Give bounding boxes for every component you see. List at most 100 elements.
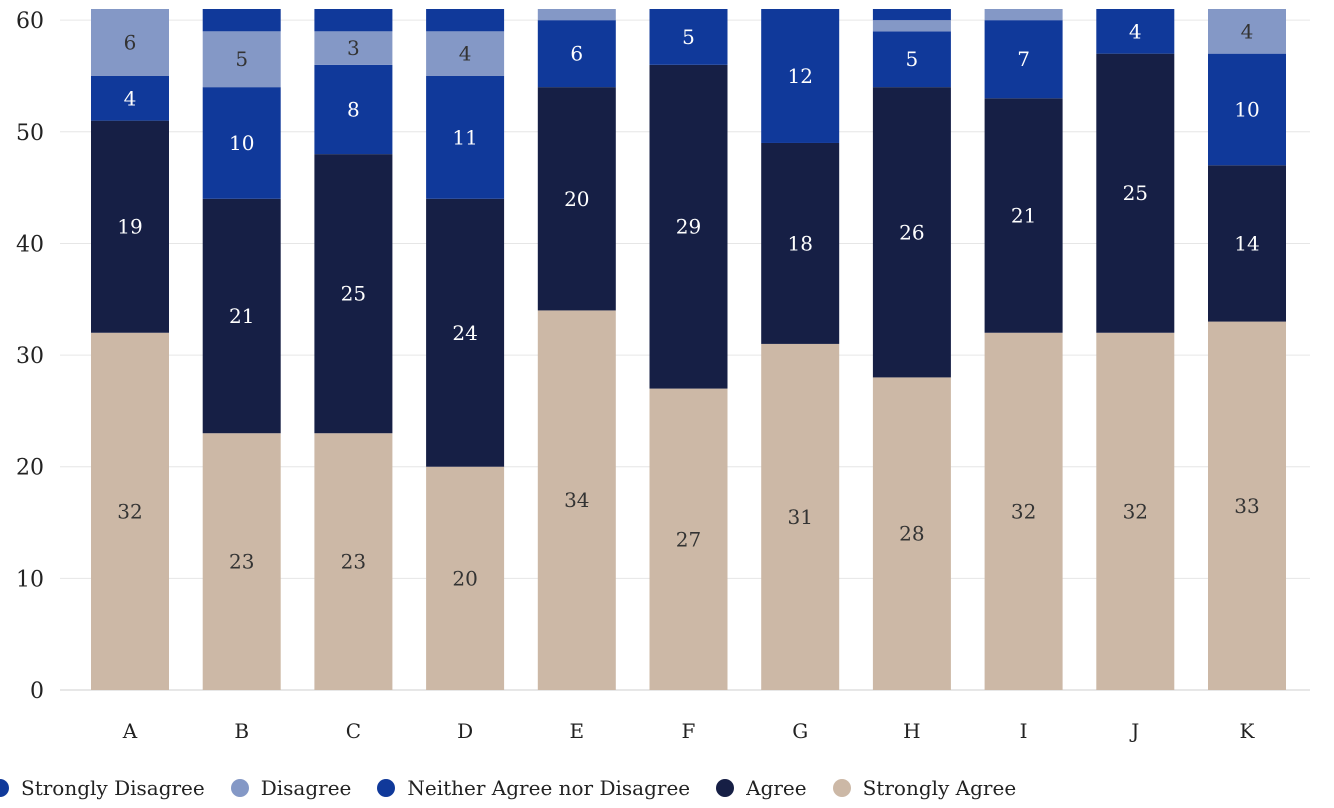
bar-segment: [1208, 53, 1286, 166]
bar-segment: [1096, 332, 1175, 690]
bar-segment: [426, 466, 505, 690]
data-label: 8: [347, 97, 360, 121]
bar-segment: [314, 154, 393, 434]
x-tick-label: D: [457, 719, 473, 743]
legend-swatch: [832, 779, 851, 797]
bar-segment: [314, 64, 393, 155]
bar-segment: [1096, 9, 1175, 54]
data-label: 10: [229, 131, 254, 155]
legend-swatch: [716, 779, 735, 797]
bar-segment: [202, 198, 281, 434]
bar-segment: [984, 332, 1063, 690]
data-label: 24: [452, 321, 477, 345]
legend-item: Strongly Disagree: [0, 776, 205, 800]
data-label: 23: [341, 550, 366, 574]
data-label: 4: [459, 42, 472, 66]
data-label: 21: [1011, 204, 1036, 228]
data-label: 11: [452, 125, 477, 149]
bar-segment: [426, 9, 505, 32]
x-axis: A B C D E F G H I J K: [122, 719, 1256, 743]
legend-label: Agree: [746, 776, 807, 800]
bar-segment: [202, 31, 281, 88]
bar-segment: [872, 87, 951, 378]
bar-segment: [1096, 53, 1175, 333]
bar-segment: [426, 31, 505, 76]
bar-segment: [202, 87, 281, 199]
data-label: 20: [564, 187, 589, 211]
bar-segment: [202, 433, 281, 690]
data-label: 25: [341, 282, 366, 306]
legend-label: Disagree: [260, 776, 352, 800]
bar-segment: [872, 377, 951, 690]
data-label: 4: [1241, 19, 1254, 43]
data-label: 25: [1123, 181, 1148, 205]
x-tick-label: K: [1240, 719, 1256, 743]
legend-label: Neither Agree nor Disagree: [407, 776, 691, 800]
data-labels: 32 19 4 6 23 21 10 5 23 25 8 3 20 24 11 4 34 20 6 27 29 5 31 18…: [117, 19, 1259, 590]
data-label: 4: [124, 86, 137, 110]
bar-segment: [1208, 9, 1286, 54]
data-label: 5: [235, 47, 248, 71]
data-label: 28: [899, 522, 924, 546]
bar-segment: [761, 9, 840, 143]
bar-segment: [537, 9, 616, 21]
y-tick-label: 60: [16, 9, 44, 34]
legend-swatch: [0, 779, 9, 797]
x-tick-label: I: [1020, 719, 1028, 743]
x-tick-label: E: [569, 719, 584, 743]
x-tick-label: G: [792, 719, 808, 743]
bar-segment: [537, 310, 616, 690]
bar-segment: [761, 142, 840, 344]
bar-segment: [761, 343, 840, 690]
x-tick-label: F: [682, 719, 696, 743]
legend-label: Strongly Disagree: [21, 776, 205, 800]
bar-segment: [984, 98, 1063, 333]
bar-segment: [984, 9, 1063, 21]
bar-segment: [91, 9, 169, 76]
bar-segment: [537, 87, 616, 311]
legend-label: Strongly Agree: [862, 776, 1017, 800]
legend-item: Disagree: [230, 776, 352, 800]
data-label: 3: [347, 36, 360, 60]
data-label: 21: [229, 304, 254, 328]
bar-segment: [202, 9, 281, 32]
bar-segment: [91, 120, 169, 333]
bar-segment: [426, 75, 505, 199]
bar-segment: [314, 31, 393, 65]
y-tick-label: 30: [16, 344, 44, 369]
x-tick-label: H: [903, 719, 920, 743]
x-tick-label: J: [1129, 719, 1139, 743]
bar-segment: [649, 9, 728, 65]
y-tick-label: 20: [16, 456, 44, 481]
bar-segment: [314, 433, 393, 690]
data-label: 20: [452, 566, 477, 590]
x-tick-label: C: [346, 719, 361, 743]
data-label: 29: [676, 215, 701, 239]
bar-segment: [537, 20, 616, 88]
y-tick-label: 40: [16, 232, 44, 257]
data-label: 5: [682, 25, 695, 49]
stacked-bar-chart: 0 10 20 30 40 50 60 32 19 4 6 23 21 10 5 23 25 8 3 20 24 11 4…: [16, 9, 1310, 743]
bar-segment: [872, 31, 951, 88]
bars: [91, 9, 1286, 690]
legend-item: Neither Agree nor Disagree: [377, 776, 690, 800]
data-label: 14: [1234, 231, 1259, 255]
data-label: 27: [676, 527, 701, 551]
bar-segment: [91, 75, 169, 121]
data-label: 32: [117, 499, 142, 523]
data-label: 7: [1017, 47, 1030, 71]
y-axis: 0 10 20 30 40 50 60: [16, 9, 44, 704]
y-tick-label: 0: [30, 679, 44, 704]
legend: Strongly Disagree Disagree Neither Agree n…: [0, 770, 1042, 806]
data-label: 10: [1234, 97, 1259, 121]
data-label: 5: [906, 47, 919, 71]
data-label: 4: [1129, 19, 1142, 43]
bar-segment: [1208, 165, 1286, 322]
data-label: 34: [564, 488, 589, 512]
bar-segment: [91, 332, 169, 690]
data-label: 26: [899, 220, 924, 244]
bar-segment: [426, 198, 505, 467]
data-label: 12: [787, 64, 812, 88]
data-label: 6: [124, 30, 137, 54]
data-label: 23: [229, 550, 254, 574]
